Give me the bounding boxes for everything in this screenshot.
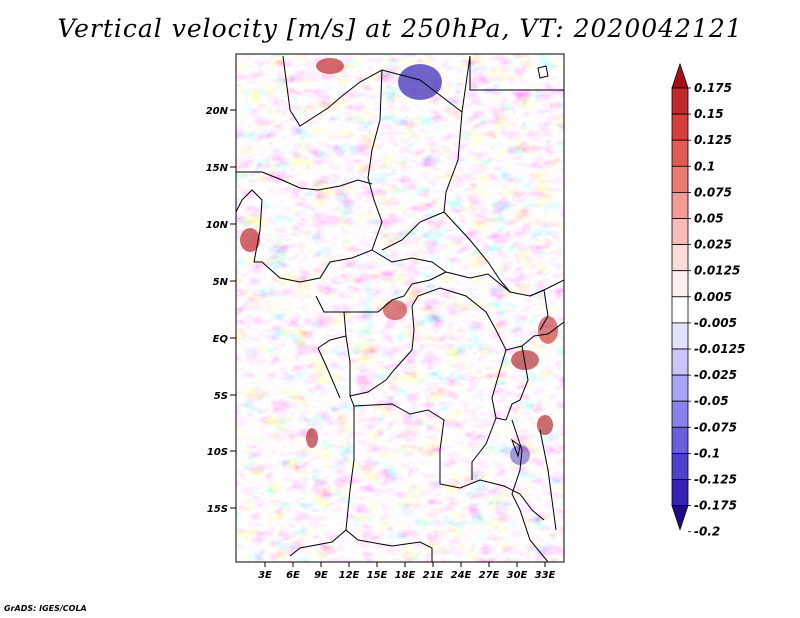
colorbar-swatch <box>671 426 689 454</box>
velocity-extremes <box>240 58 558 465</box>
colorbar-label: 0.005 <box>694 290 732 304</box>
latitude-axis <box>230 109 236 509</box>
colorbar-swatch <box>671 139 689 167</box>
colorbar-top-arrow <box>671 62 689 89</box>
colorbar-swatch <box>671 244 689 272</box>
colorbar-label: -0.125 <box>694 473 737 487</box>
lon-label: 30E <box>507 570 528 581</box>
lon-label: 12E <box>339 570 360 581</box>
country-borders <box>236 55 564 562</box>
lon-label: 33E <box>535 570 556 581</box>
lat-label: 15N <box>206 163 229 174</box>
colorbar-label: 0.1 <box>694 159 715 173</box>
colorbar-swatch <box>671 296 689 324</box>
colorbar-bottom-arrow <box>671 505 689 531</box>
colorbar-swatch <box>671 165 689 193</box>
velocity-field <box>235 53 565 563</box>
lon-label: 6E <box>286 570 300 581</box>
lon-label: 3E <box>258 570 272 581</box>
colorbar-swatch <box>671 479 689 507</box>
colorbar-label: 0.15 <box>694 107 724 121</box>
colorbar-swatch <box>671 400 689 428</box>
lon-label: 27E <box>479 570 500 581</box>
colorbar-label: -0.05 <box>694 394 729 408</box>
lat-label: 10S <box>207 447 228 458</box>
colorbar-label: 0.125 <box>694 133 732 147</box>
lon-label: 9E <box>314 570 328 581</box>
colorbar-swatch <box>671 374 689 402</box>
colorbar-label: -0.025 <box>694 368 737 382</box>
colorbar-swatch <box>671 191 689 219</box>
lat-label: EQ <box>213 334 229 345</box>
lat-label: 10N <box>206 220 229 231</box>
colorbar-swatch <box>671 87 689 115</box>
colorbar-label: -0.2 <box>694 525 720 539</box>
lon-label: 24E <box>451 570 472 581</box>
lat-label: 20N <box>206 106 229 117</box>
grads-credit: GrADS: IGES/COLA <box>4 604 87 613</box>
lat-label: 15S <box>207 504 228 515</box>
colorbar-label: 0.05 <box>694 212 724 226</box>
colorbar-label: 0.175 <box>694 81 732 95</box>
colorbar-label: -0.1 <box>694 446 720 460</box>
lon-label: 15E <box>367 570 388 581</box>
colorbar-label: 0.025 <box>694 238 732 252</box>
colorbar: 0.175 0.15 0.125 0.1 0.075 0.05 0.025 0.0125 0.0… <box>671 62 745 539</box>
map-title: Vertical velocity [m/s] at 250hPa, VT: 2… <box>57 14 743 43</box>
colorbar-label: -0.0125 <box>694 342 745 356</box>
colorbar-label: -0.175 <box>694 499 737 513</box>
lon-label: 21E <box>423 570 444 581</box>
colorbar-swatch <box>671 322 689 350</box>
lon-label: 18E <box>395 570 416 581</box>
colorbar-swatch <box>671 452 689 480</box>
lat-label: 5N <box>213 277 229 288</box>
colorbar-swatch <box>671 113 689 141</box>
colorbar-swatch <box>671 218 689 246</box>
colorbar-label: -0.075 <box>694 420 737 434</box>
map-frame <box>235 53 565 563</box>
colorbar-label: -0.005 <box>694 316 737 330</box>
colorbar-swatch <box>671 348 689 376</box>
lat-label: 5S <box>214 391 228 402</box>
longitude-axis <box>264 562 546 567</box>
colorbar-label: 0.075 <box>694 185 732 199</box>
colorbar-label: 0.0125 <box>694 264 740 278</box>
colorbar-swatch <box>671 270 689 298</box>
